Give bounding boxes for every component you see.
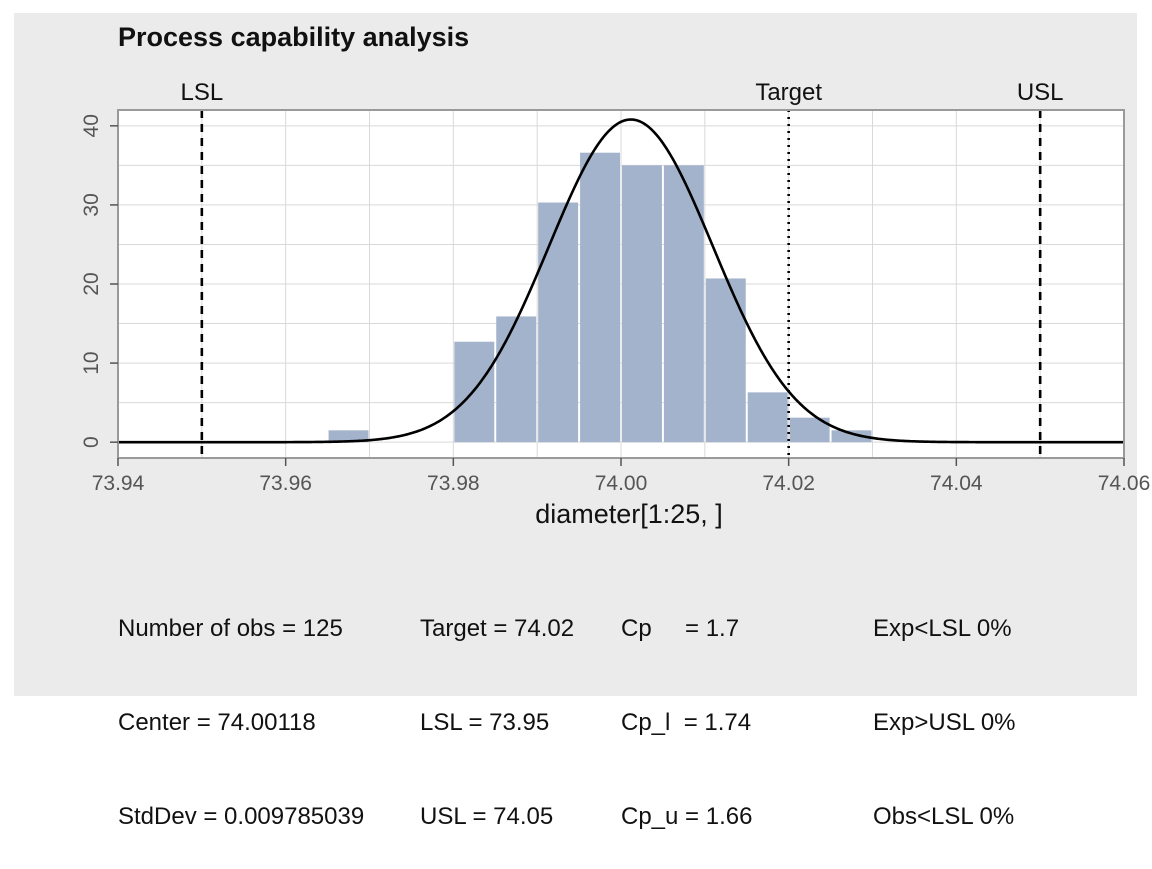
stat-exp-lsl: Exp<LSL 0% (873, 615, 1012, 642)
reference-label-target: Target (755, 79, 822, 106)
reference-lines: LSL Target USL (180, 79, 1064, 458)
histogram-bar (538, 202, 579, 443)
y-tick-label: 20 (80, 272, 103, 295)
y-tick-label: 10 (80, 351, 103, 374)
x-tick-label: 73.96 (259, 472, 312, 495)
stat-number-of-obs: Number of obs = 125 (118, 615, 343, 642)
x-tick-label: 74.00 (595, 472, 648, 495)
chart-title: Process capability analysis (118, 22, 470, 52)
stat-exp-usl: Exp>USL 0% (873, 709, 1016, 736)
stat-cp-l: Cp_l = 1.74 (621, 709, 752, 736)
axes: 73.94 73.96 73.98 74.00 74.02 74.04 74.06 0 10 20… (80, 109, 1151, 495)
histogram-bar (496, 316, 537, 443)
histogram-bar (580, 152, 620, 443)
histogram-bar (831, 430, 872, 443)
stat-stddev: StdDev = 0.009785039 (118, 803, 365, 830)
histogram-bar (663, 165, 704, 443)
stat-cp: Cp = 1.7 (621, 615, 740, 642)
x-tick-label: 74.02 (762, 472, 815, 495)
stat-cp-u: Cp_u = 1.66 (621, 803, 753, 830)
stat-usl: USL = 74.05 (420, 803, 554, 830)
x-tick-label: 73.98 (427, 472, 480, 495)
y-tick-label: 30 (80, 193, 103, 216)
histogram-bars (328, 152, 872, 443)
stat-target: Target = 74.02 (420, 615, 575, 642)
density-curve (118, 118, 1124, 444)
reference-label-lsl: LSL (180, 79, 223, 106)
histogram-chart: LSL Target USL 73.94 73.96 73.98 74.00 74.02 74… (80, 79, 1151, 529)
x-tick-label: 74.04 (930, 472, 983, 495)
stats-col-expected: Exp<LSL 0% Exp>USL 0% Obs<LSL 0% (873, 559, 1016, 869)
stat-lsl: LSL = 73.95 (420, 709, 550, 736)
stats-col-observations: Number of obs = 125 Center = 74.00118 St… (118, 559, 364, 869)
histogram-bar (747, 392, 788, 443)
histogram-bar (622, 165, 662, 443)
reference-label-usl: USL (1017, 79, 1064, 106)
stats-col-limits: Target = 74.02 LSL = 73.95 USL = 74.05 (420, 559, 574, 869)
x-tick-label: 74.06 (1098, 472, 1151, 495)
y-tick-label: 0 (80, 436, 103, 448)
density-curve-group (118, 118, 1124, 444)
histogram-bar (328, 430, 369, 443)
stat-obs-lsl: Obs<LSL 0% (873, 803, 1015, 830)
stats-col-capability: Cp = 1.7 Cp_l = 1.74 Cp_u = 1.66 (621, 559, 752, 869)
histogram-bar (705, 278, 746, 443)
y-tick-label: 40 (80, 114, 103, 137)
x-axis-label: diameter[1:25, ] (535, 499, 723, 529)
stat-center: Center = 74.00118 (118, 709, 316, 736)
x-tick-label: 73.94 (92, 472, 145, 495)
